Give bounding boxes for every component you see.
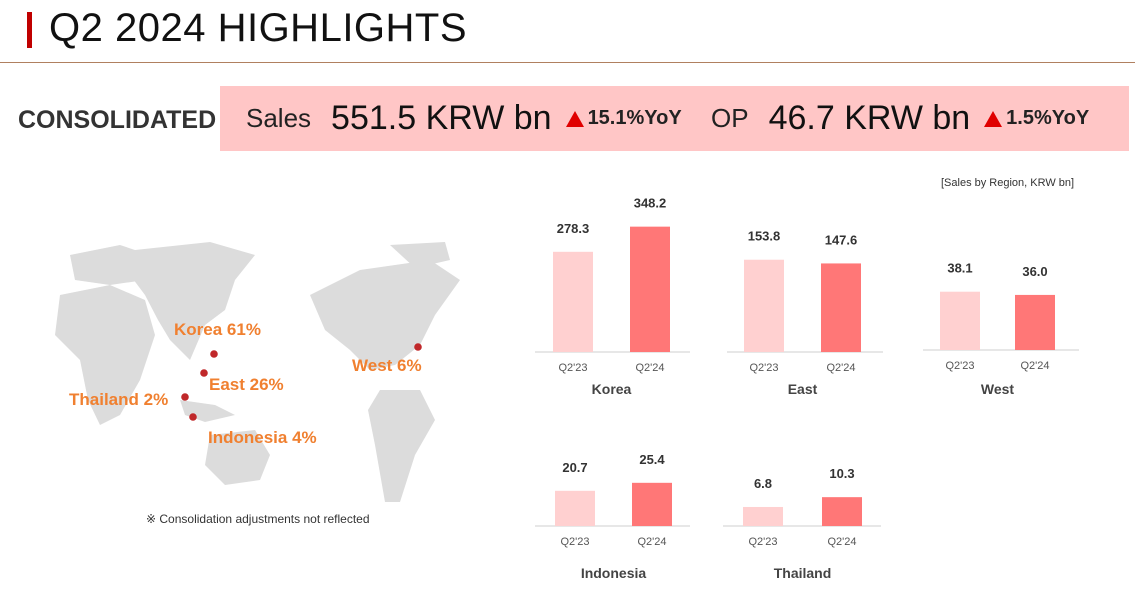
korea-bar-prev: [553, 251, 593, 352]
indonesia-value-label: 25.4: [639, 452, 665, 467]
indonesia-tick-label: Q2'24: [637, 536, 666, 548]
up-triangle-icon: [565, 110, 584, 127]
sales-label: Sales: [246, 103, 312, 133]
region-label-east: East 26%: [209, 375, 284, 394]
east-dot: [200, 369, 208, 377]
region-label-indonesia: Indonesia 4%: [208, 428, 317, 447]
sales-value: 551.5 KRW bn: [331, 99, 552, 137]
title-divider: [0, 62, 1135, 63]
east-tick-label: Q2'23: [749, 362, 778, 374]
region-label-thailand: Thailand 2%: [69, 390, 169, 409]
korea-tick-label: Q2'23: [558, 362, 587, 374]
indonesia-chart-title: Indonesia: [581, 565, 647, 581]
west-bar-prev: [940, 291, 980, 350]
east-value-label: 153.8: [748, 229, 781, 244]
page-title: Q2 2024 HIGHLIGHTS: [49, 6, 468, 50]
consolidated-label: CONSOLIDATED: [18, 106, 217, 134]
thailand-bar-prev: [743, 506, 783, 526]
west-value-label: 38.1: [947, 261, 972, 276]
map-landmass: [55, 242, 460, 502]
indonesia-bar-curr: [632, 482, 672, 526]
title-accent-bar: [27, 12, 32, 48]
east-bar-prev: [744, 259, 784, 352]
world-map: [55, 242, 460, 502]
thailand-dot: [181, 393, 189, 401]
region-label-west: West 6%: [352, 356, 422, 375]
thailand-chart-title: Thailand: [774, 565, 832, 581]
east-chart-title: East: [788, 381, 818, 397]
kpi-banner: Sales 551.5 KRW bn 15.1%YoY OP 46.7 KRW …: [220, 86, 1129, 151]
korea-value-label: 348.2: [634, 196, 667, 211]
korea-chart-title: Korea: [592, 381, 632, 397]
indonesia-dot: [189, 413, 197, 421]
sales-yoy: 15.1%YoY: [587, 107, 682, 129]
op-label: OP: [711, 103, 749, 133]
west-dot: [414, 343, 422, 351]
west-tick-label: Q2'23: [945, 360, 974, 372]
east-value-label: 147.6: [825, 232, 858, 247]
indonesia-value-label: 20.7: [562, 460, 587, 475]
west-tick-label: Q2'24: [1020, 360, 1049, 372]
indonesia-bar-prev: [555, 490, 595, 526]
west-bar-curr: [1015, 294, 1055, 350]
east-tick-label: Q2'24: [826, 362, 855, 374]
thailand-value-label: 6.8: [754, 476, 772, 491]
korea-tick-label: Q2'24: [635, 362, 664, 374]
op-value: 46.7 KRW bn: [768, 99, 971, 137]
region-dots: [181, 343, 422, 421]
korea-value-label: 278.3: [557, 221, 590, 236]
region-label-korea: Korea 61%: [174, 320, 261, 339]
sales-kpi: Sales 551.5 KRW bn 15.1%YoY: [246, 86, 682, 151]
thailand-bar-curr: [822, 497, 862, 526]
indonesia-tick-label: Q2'23: [560, 536, 589, 548]
thailand-tick-label: Q2'24: [827, 536, 856, 548]
op-yoy: 1.5%YoY: [1006, 107, 1090, 129]
west-chart-title: West: [981, 381, 1015, 397]
thailand-value-label: 10.3: [829, 466, 854, 481]
korea-bar-curr: [630, 226, 670, 352]
thailand-tick-label: Q2'23: [748, 536, 777, 548]
up-triangle-icon: [984, 110, 1003, 127]
source-note: [Sales by Region, KRW bn]: [941, 177, 1075, 189]
korea-dot: [210, 350, 218, 358]
west-value-label: 36.0: [1022, 264, 1047, 279]
op-kpi: OP 46.7 KRW bn 1.5%YoY: [711, 86, 1089, 151]
east-bar-curr: [821, 263, 861, 352]
footnote: ※ Consolidation adjustments not reflecte…: [146, 512, 370, 526]
